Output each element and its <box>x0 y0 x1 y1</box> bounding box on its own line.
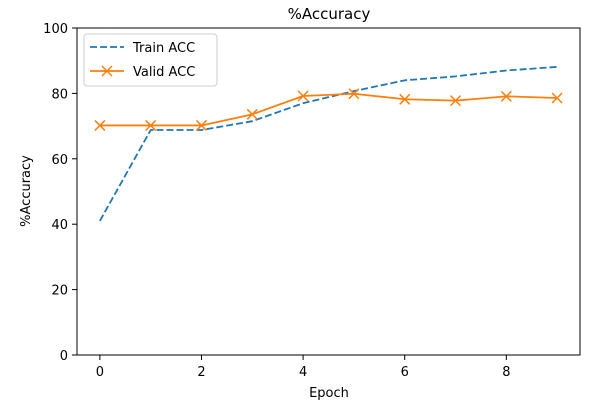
x-tick-label: 4 <box>299 365 307 380</box>
data-point-valid-acc <box>297 90 309 102</box>
x-tick-label: 8 <box>502 365 510 380</box>
y-axis: 0 20 40 60 80 100 <box>43 22 77 364</box>
data-point-valid-acc <box>94 119 106 131</box>
x-axis-label: Epoch <box>309 386 349 401</box>
series-line-valid-acc <box>99 92 558 127</box>
series-layer <box>94 66 563 222</box>
y-tick-label: 0 <box>60 349 68 364</box>
y-tick-label: 60 <box>51 153 68 168</box>
y-tick-label: 40 <box>51 218 68 233</box>
x-tick-label: 6 <box>401 365 409 380</box>
x-axis: 0 2 4 6 8 <box>96 355 510 380</box>
chart-title: %Accuracy <box>288 5 371 23</box>
data-point-valid-acc <box>399 93 411 105</box>
y-tick-label: 100 <box>43 22 68 37</box>
y-tick-label: 80 <box>51 87 68 102</box>
y-axis-label: %Accuracy <box>19 155 34 227</box>
legend-label-train-acc: Train ACC <box>132 41 195 56</box>
data-point-valid-acc <box>551 92 563 104</box>
data-point-valid-acc <box>195 119 208 131</box>
x-tick-label: 0 <box>96 365 104 380</box>
legend: Train ACC Valid ACC <box>83 33 218 87</box>
legend-label-valid-acc: Valid ACC <box>133 65 195 80</box>
legend-marker-valid-acc <box>101 65 113 77</box>
legend-marker-x <box>101 65 113 77</box>
legend-box <box>83 33 218 87</box>
data-point-valid-acc <box>449 95 462 107</box>
plot-frame <box>76 27 581 356</box>
data-point-valid-acc <box>246 108 258 120</box>
data-point-valid-acc <box>500 90 512 102</box>
series-line-train-acc <box>99 66 558 222</box>
data-point-valid-acc <box>145 119 157 131</box>
y-tick-label: 20 <box>51 284 68 299</box>
data-point-valid-acc <box>348 88 360 100</box>
x-tick-label: 2 <box>197 365 205 380</box>
